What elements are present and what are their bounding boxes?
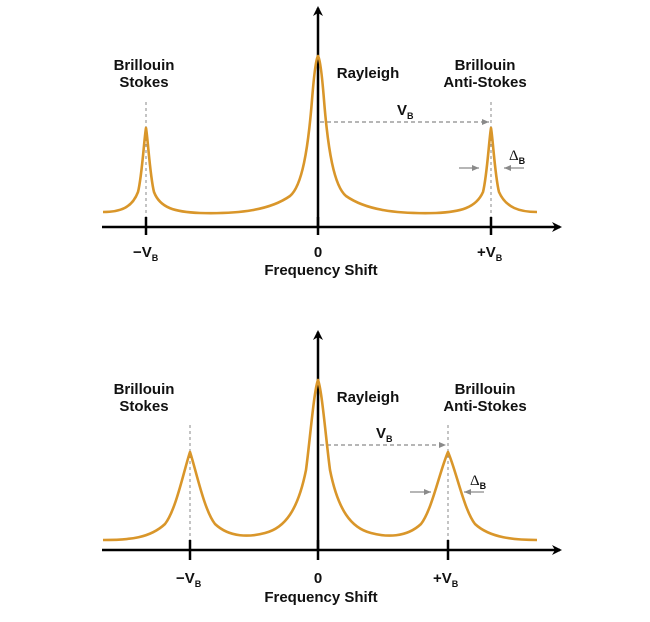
label-stokes-line2: Stokes	[119, 398, 168, 415]
label-antistokes-line2: Anti-Stokes	[443, 398, 526, 415]
label-antistokes-line2: Anti-Stokes	[443, 74, 526, 91]
tick-label-zero: 0	[314, 244, 322, 261]
panel-narrow-linewidth: Brillouin Stokes Rayleigh Brillouin Anti…	[102, 6, 562, 279]
tick-label-pos-vb: +VB	[477, 244, 503, 263]
label-stokes-line1: Brillouin	[114, 381, 175, 398]
label-vb-shift: VB	[397, 102, 414, 121]
label-rayleigh: Rayleigh	[337, 389, 400, 406]
label-linewidth: ΔB	[470, 473, 487, 491]
label-stokes-line1: Brillouin	[114, 57, 175, 74]
label-vb-shift: VB	[376, 425, 393, 444]
panel-broad-linewidth: Brillouin Stokes Rayleigh Brillouin Anti…	[102, 330, 562, 606]
spectrum-curve	[102, 54, 538, 215]
x-axis-label: Frequency Shift	[264, 589, 377, 606]
tick-label-pos-vb: +VB	[433, 570, 459, 589]
label-antistokes-line1: Brillouin	[455, 57, 516, 74]
tick-label-zero: 0	[314, 570, 322, 587]
tick-label-neg-vb: −VB	[176, 570, 202, 589]
label-linewidth: ΔB	[509, 148, 526, 166]
label-stokes-line2: Stokes	[119, 74, 168, 91]
x-axis-label: Frequency Shift	[264, 262, 377, 279]
label-rayleigh: Rayleigh	[337, 65, 400, 82]
spectrum-curve	[102, 378, 538, 542]
label-antistokes-line1: Brillouin	[455, 381, 516, 398]
tick-label-neg-vb: −VB	[133, 244, 159, 263]
